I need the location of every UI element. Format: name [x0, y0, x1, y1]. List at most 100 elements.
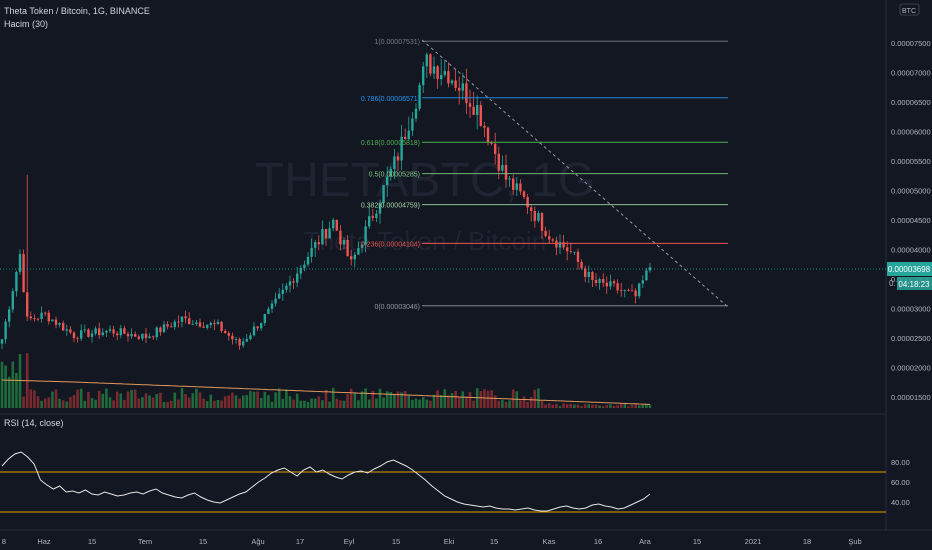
candle-body	[342, 240, 346, 245]
candle-body	[238, 339, 241, 346]
volume-bar	[346, 394, 349, 408]
candle-body	[22, 254, 25, 293]
candle-body	[497, 153, 500, 171]
volume-bar	[256, 391, 259, 408]
time-tick-label: 16	[594, 537, 602, 546]
volume-bar	[227, 395, 231, 408]
candle-body	[216, 321, 220, 325]
volume-bar	[105, 388, 108, 408]
candle-body	[533, 211, 536, 221]
time-tick-label: Kas	[543, 537, 556, 546]
volume-bar	[15, 372, 18, 408]
candle-body	[69, 329, 72, 333]
volume-bar	[310, 398, 313, 408]
candlesticks[interactable]	[0, 52, 652, 350]
candle-body	[400, 136, 403, 161]
candle-body	[44, 312, 47, 314]
candle-body	[94, 328, 97, 334]
volume-bar	[313, 398, 317, 408]
candle-body	[213, 323, 216, 325]
candle-body	[292, 281, 295, 283]
volume-bar	[479, 390, 483, 408]
volume-bar	[508, 400, 511, 408]
volume-bar	[627, 406, 630, 408]
time-tick-label: Eki	[444, 537, 455, 546]
candle-body	[494, 143, 497, 154]
volume-bar	[634, 403, 637, 408]
candle-body	[501, 164, 504, 171]
fib-level-label: 0.382(0.00004759)	[361, 203, 420, 210]
volume-bar	[641, 404, 645, 408]
volume-bar	[490, 390, 493, 408]
candle-body	[141, 333, 144, 339]
candle-body	[62, 323, 65, 331]
candle-body	[116, 333, 119, 336]
volume-bar	[421, 397, 425, 408]
candle-body	[11, 291, 14, 310]
volume-bar	[180, 388, 184, 408]
time-tick-label: 15	[199, 537, 207, 546]
volume-bar	[389, 392, 393, 408]
volume-bar	[213, 400, 216, 408]
price-axis[interactable]: 0.00007500 0.00007000 0.00006500 0.00006000…	[891, 39, 931, 402]
candle-body	[566, 247, 569, 252]
candle-body	[123, 328, 126, 334]
volume-bar	[281, 398, 285, 408]
rsi-pane[interactable]	[0, 451, 886, 513]
fib-level-label: 0(0.00003046)	[374, 304, 420, 311]
volume-bar	[119, 393, 123, 408]
currency-badge[interactable]	[899, 3, 920, 16]
candle-body	[209, 323, 212, 325]
volume-bar	[335, 398, 339, 408]
volume-bar	[245, 395, 249, 408]
candle-body	[350, 256, 353, 260]
price-tick-label: 0.00005000	[891, 187, 931, 196]
candle-body	[504, 164, 508, 180]
volume-bar	[432, 394, 436, 408]
volume-bar	[555, 403, 558, 408]
candle-body	[623, 289, 626, 291]
volume-bar	[4, 365, 7, 408]
candle-body	[65, 329, 68, 331]
volume-bar	[90, 398, 94, 408]
candle-body	[256, 326, 259, 329]
candle-body	[339, 230, 342, 245]
fibonacci-retracement[interactable]: 1(0.00007531) 0.786(0.00006571) 0.618(0.00…	[361, 39, 728, 311]
candle-body	[134, 334, 137, 337]
candle-body	[612, 281, 616, 284]
symbol-title[interactable]: Theta Token / Bitcoin, 1G, BINANCE	[4, 6, 150, 16]
candle-body	[396, 156, 400, 161]
volume-legend[interactable]: Hacim (30)	[4, 19, 49, 29]
candle-body	[98, 328, 101, 336]
volume-bar	[378, 388, 382, 408]
volume-bar	[40, 400, 43, 408]
candle-body	[454, 80, 457, 88]
candle-body	[429, 54, 432, 74]
volume-bars	[0, 353, 652, 408]
candle-body	[144, 333, 148, 339]
price-tick-label: 0.00005500	[891, 157, 931, 166]
rsi-legend[interactable]: RSI (14, close)	[4, 418, 64, 428]
volume-bar	[43, 398, 47, 408]
candle-body	[522, 191, 526, 197]
candle-body	[155, 327, 158, 338]
candle-body	[119, 328, 122, 336]
time-tick-label: Eyl	[344, 537, 355, 546]
time-axis[interactable]: 8 Haz 15 Tem 15 Ağu 17 Eyl 15 Eki 15 Kas 16 Ara 15 2021…	[2, 537, 862, 546]
volume-bar	[97, 390, 101, 408]
volume-bar	[414, 398, 418, 408]
volume-bar	[526, 401, 529, 408]
candle-body	[321, 229, 324, 245]
candle-body	[378, 203, 382, 214]
volume-bar	[238, 398, 241, 408]
candle-body	[87, 329, 90, 337]
time-tick-label: 8	[2, 537, 6, 546]
candle-body	[4, 321, 7, 340]
volume-bar	[342, 400, 346, 408]
volume-bar	[295, 393, 299, 408]
trend-line[interactable]	[421, 39, 729, 308]
volume-bar	[465, 396, 468, 408]
volume-bar	[544, 404, 547, 408]
candle-body	[274, 298, 277, 304]
